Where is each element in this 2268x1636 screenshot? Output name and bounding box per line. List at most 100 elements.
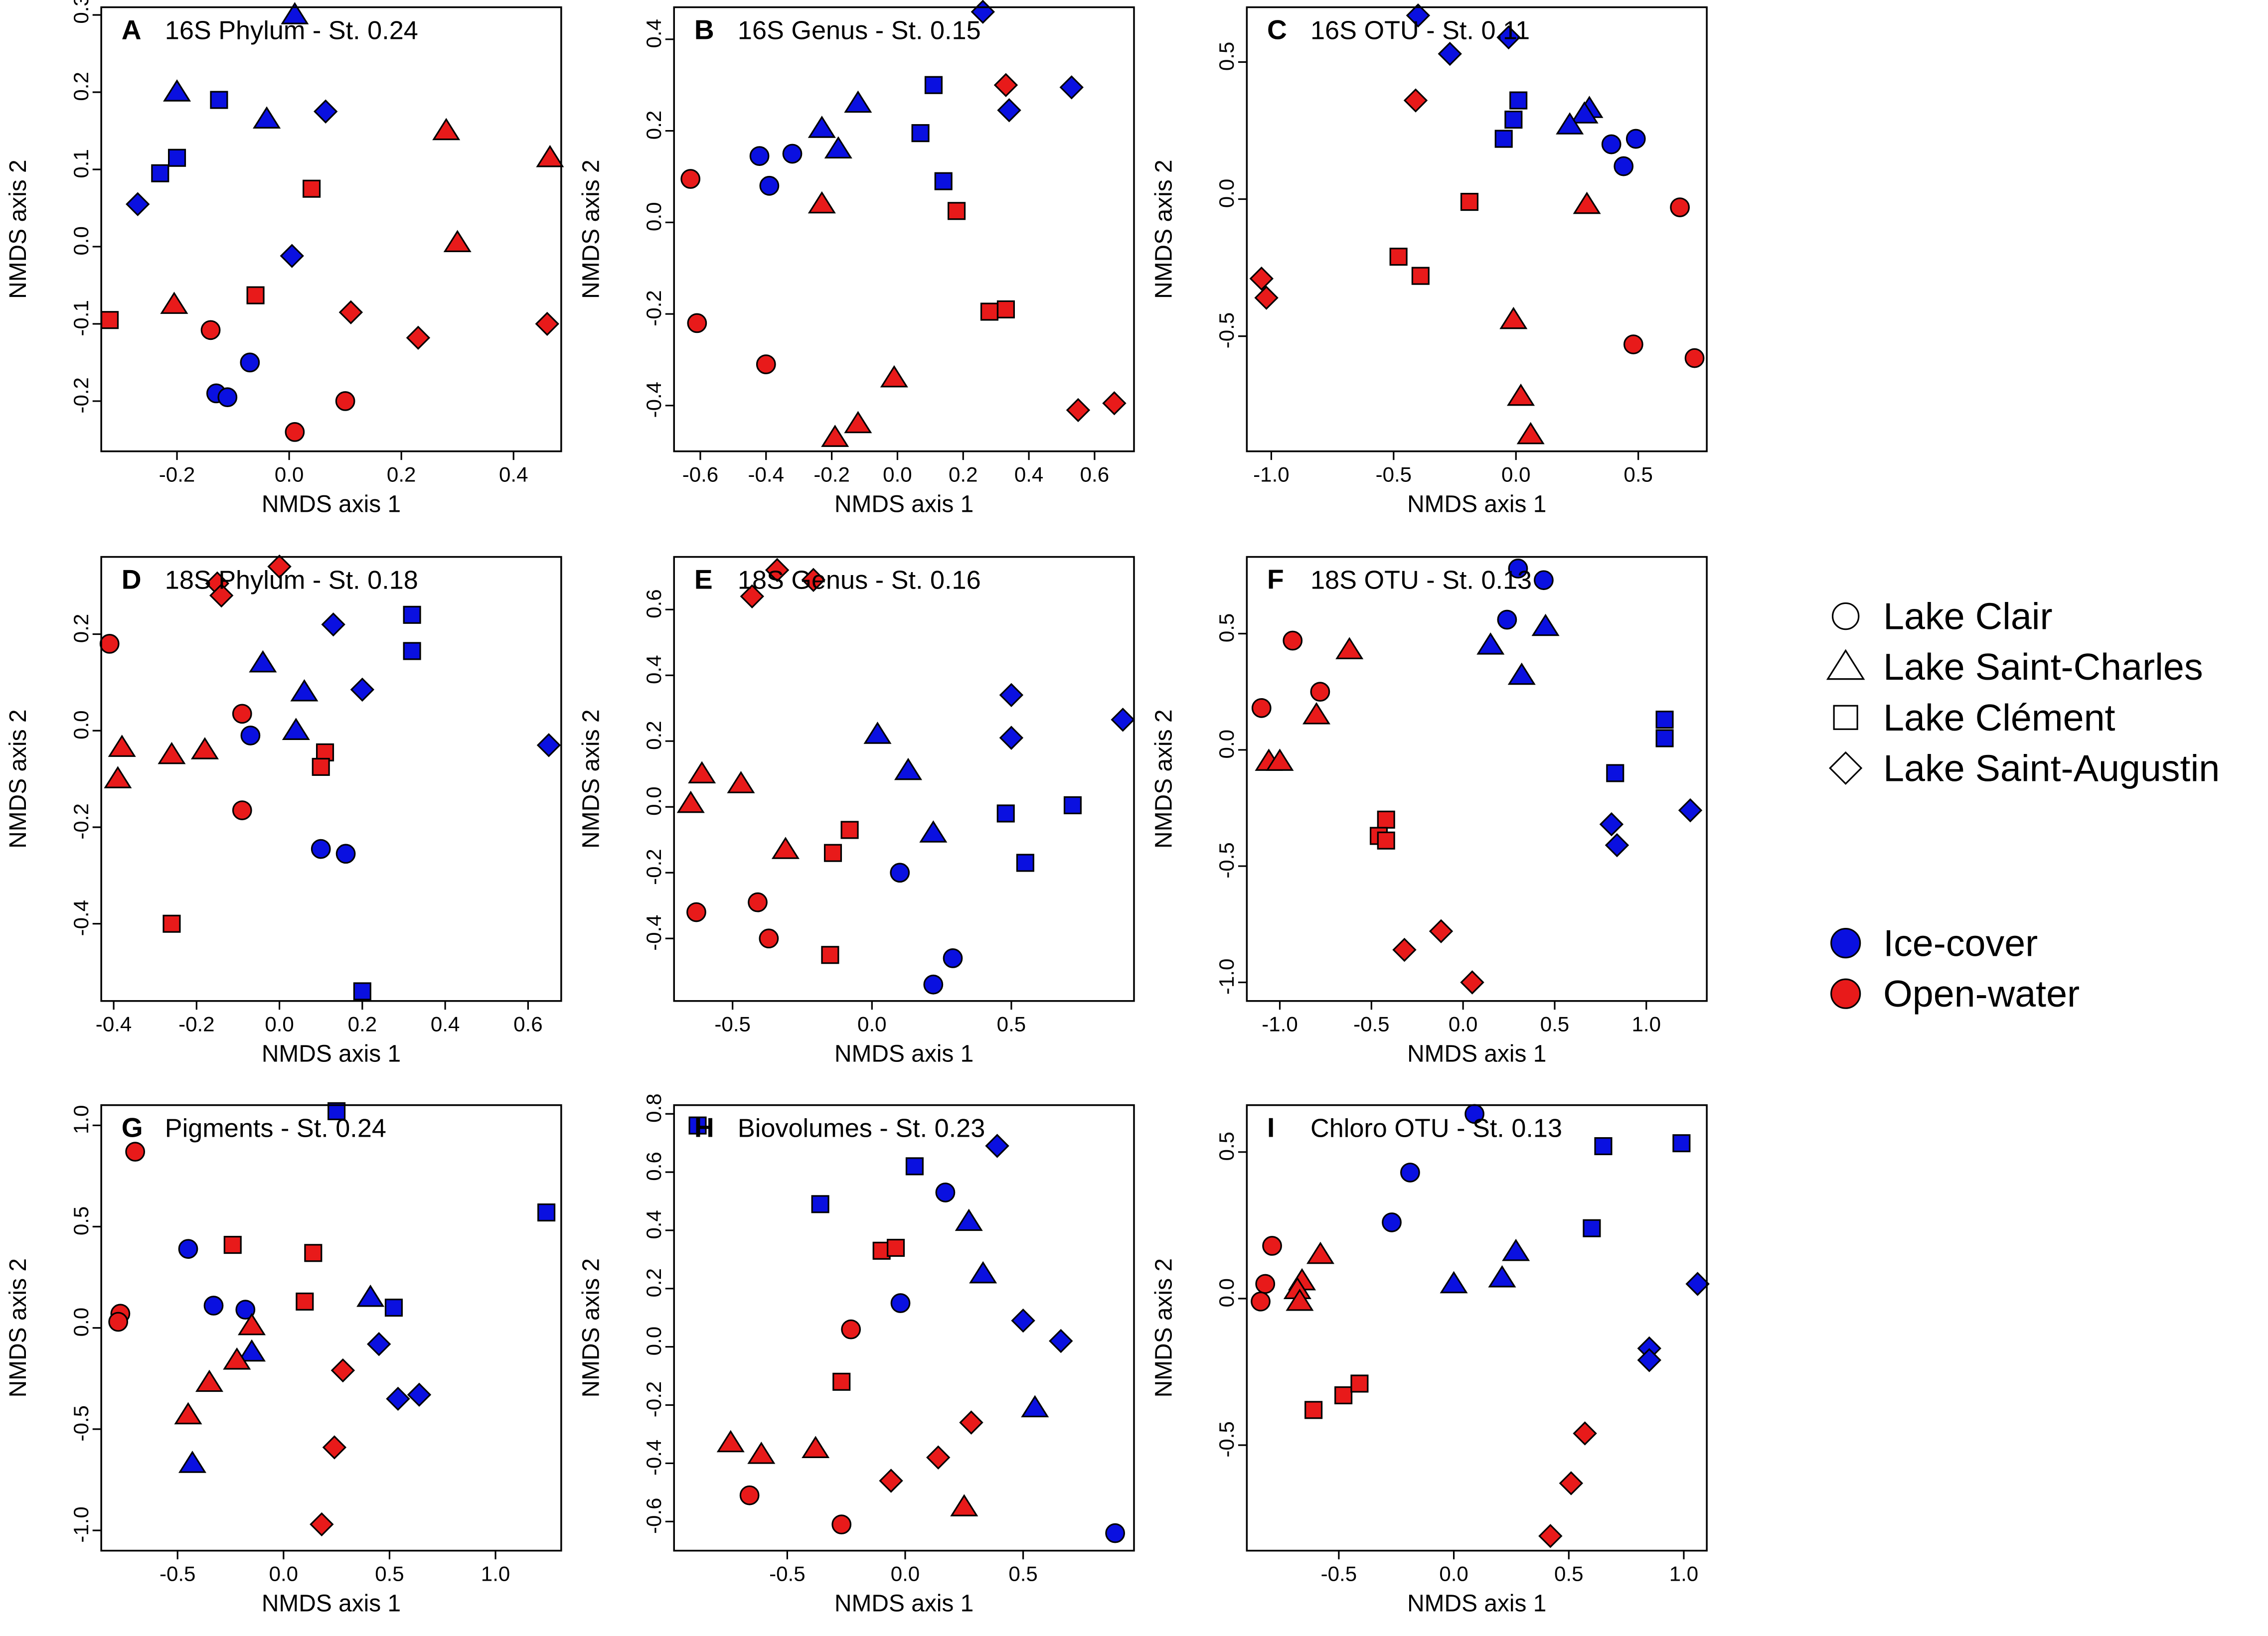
point-open-triangle-6 [771,837,800,859]
point-ice-triangle-1 [163,79,191,102]
point-open-square-20 [1334,1386,1353,1405]
point-ice-triangle-3 [249,650,277,673]
point-ice-square-2 [384,1299,403,1317]
point-ice-square-1 [537,1203,556,1222]
point-open-diamond-23 [1559,1471,1584,1495]
point-ice-triangle-7 [1570,101,1599,124]
point-ice-triangle-6 [1502,1238,1530,1261]
point-open-triangle-20 [158,742,186,764]
point-ice-square-8 [353,982,371,1001]
point-ice-square-3 [210,91,228,109]
x-tick-label: -1.0 [1253,463,1290,486]
point-ice-square-6 [403,605,421,624]
point-open-diamond-22 [330,1358,355,1383]
point-ice-square-6 [924,76,943,94]
point-ice-diamond-0 [1406,3,1431,28]
x-tick-label: 0.0 [1501,463,1530,486]
plot-frame [1246,556,1708,1002]
panel-title: 16S Phylum - St. 0.24 [165,16,418,45]
point-open-triangle-20 [802,1436,830,1458]
legend-shape-label: Lake Saint-Augustin [1883,747,2220,789]
point-ice-circle-8 [1105,1523,1126,1543]
point-ice-square-7 [911,124,930,143]
point-open-diamond-22 [959,1410,983,1435]
point-ice-diamond-5 [1049,1329,1073,1353]
point-ice-square-6 [1655,711,1674,729]
point-ice-square-4 [1504,110,1523,129]
point-ice-square-23 [1063,796,1082,814]
y-tick-label: -0.6 [642,1497,665,1534]
point-open-diamond-24 [1102,391,1127,416]
x-axis-label: NMDS axis 1 [1407,1041,1546,1067]
point-open-circle-24 [1684,348,1705,368]
point-ice-diamond-6 [314,99,338,124]
point-ice-diamond-9 [971,0,995,24]
x-axis-label: NMDS axis 1 [262,491,401,518]
legend-triangle-icon [1826,649,1865,680]
point-open-diamond-21 [535,311,559,336]
point-open-triangle-3 [688,761,716,783]
y-tick-label: -0.4 [642,914,665,951]
point-ice-circle-11 [1614,156,1634,176]
y-tick-label: 0.0 [642,202,665,231]
point-open-diamond-14 [209,583,234,608]
point-ice-square-5 [1583,1219,1601,1237]
point-open-square-19 [1304,1401,1323,1419]
point-open-triangle-15 [808,191,836,214]
panel-f: -1.0 -0.5 0.0 0.5 1.0 -1.0 -0.5 0.0 0.5 NMDS axis… [1150,556,1708,1067]
point-open-triangle-19 [223,1347,251,1370]
point-ice-triangle-13 [863,722,892,744]
point-open-triangle-18 [108,735,136,757]
x-tick-label: 0.4 [499,463,528,486]
x-axis-label: NMDS axis 1 [1407,1591,1546,1617]
plot-frame [673,6,1135,452]
legend-shape-label: Lake Saint-Charles [1883,646,2203,688]
point-ice-triangle-4 [1531,613,1560,636]
point-ice-diamond-3 [985,1134,1009,1158]
point-open-circle-12 [759,928,779,949]
y-tick-label: -0.2 [69,377,93,414]
point-ice-circle-11 [335,844,356,864]
y-tick-label: 0.6 [642,589,665,618]
point-ice-square-7 [403,642,421,660]
y-axis-label: NMDS axis 2 [1150,709,1177,848]
point-ice-diamond-9 [366,1332,391,1356]
point-ice-diamond-20 [999,726,1024,750]
point-open-circle-13 [687,313,707,333]
y-tick-label: 0.0 [1215,730,1238,759]
legend-shape-label: Lake Clair [1883,595,2053,637]
plot-frame [673,556,1135,1002]
point-ice-diamond-11 [997,98,1021,123]
point-open-circle-11 [748,892,768,912]
point-ice-circle-10 [1625,129,1646,149]
point-open-diamond-0 [765,558,790,583]
point-open-square-21 [996,300,1015,318]
y-tick-label: 0.6 [642,1152,665,1181]
point-open-square-17 [296,1292,314,1311]
x-tick-label: 0.0 [265,1013,294,1036]
point-ice-triangle-10 [969,1261,997,1284]
point-ice-diamond-10 [386,1386,410,1411]
point-open-triangle-12 [432,118,461,141]
x-axis-label: NMDS axis 1 [834,1591,973,1617]
point-open-square-17 [1411,267,1430,285]
point-open-circle-15 [841,1319,861,1339]
x-tick-label: 0.5 [1008,1562,1037,1586]
point-open-square-17 [246,286,265,304]
point-ice-circle-3 [178,1239,198,1259]
point-open-diamond-22 [993,73,1018,97]
point-ice-triangle-15 [919,820,948,843]
panel-a: -0.2 0.0 0.2 0.4 -0.2 -0.1 0.0 0.1 0.2 0.3 NMDS ax… [5,0,564,518]
point-ice-circle-17 [943,948,963,968]
x-tick-label: -0.5 [1353,1013,1390,1036]
y-tick-label: 0.5 [1215,613,1238,643]
point-open-triangle-14 [443,230,472,252]
point-open-diamond-22 [1573,1421,1597,1446]
point-open-diamond-2 [740,584,765,608]
panel-title: Biovolumes - St. 0.23 [738,1114,985,1143]
y-tick-label: 0.0 [642,786,665,816]
point-open-circle-12 [125,1142,146,1162]
point-ice-circle-2 [1382,1212,1402,1232]
data-points [1249,3,1705,445]
data-points [100,2,564,442]
